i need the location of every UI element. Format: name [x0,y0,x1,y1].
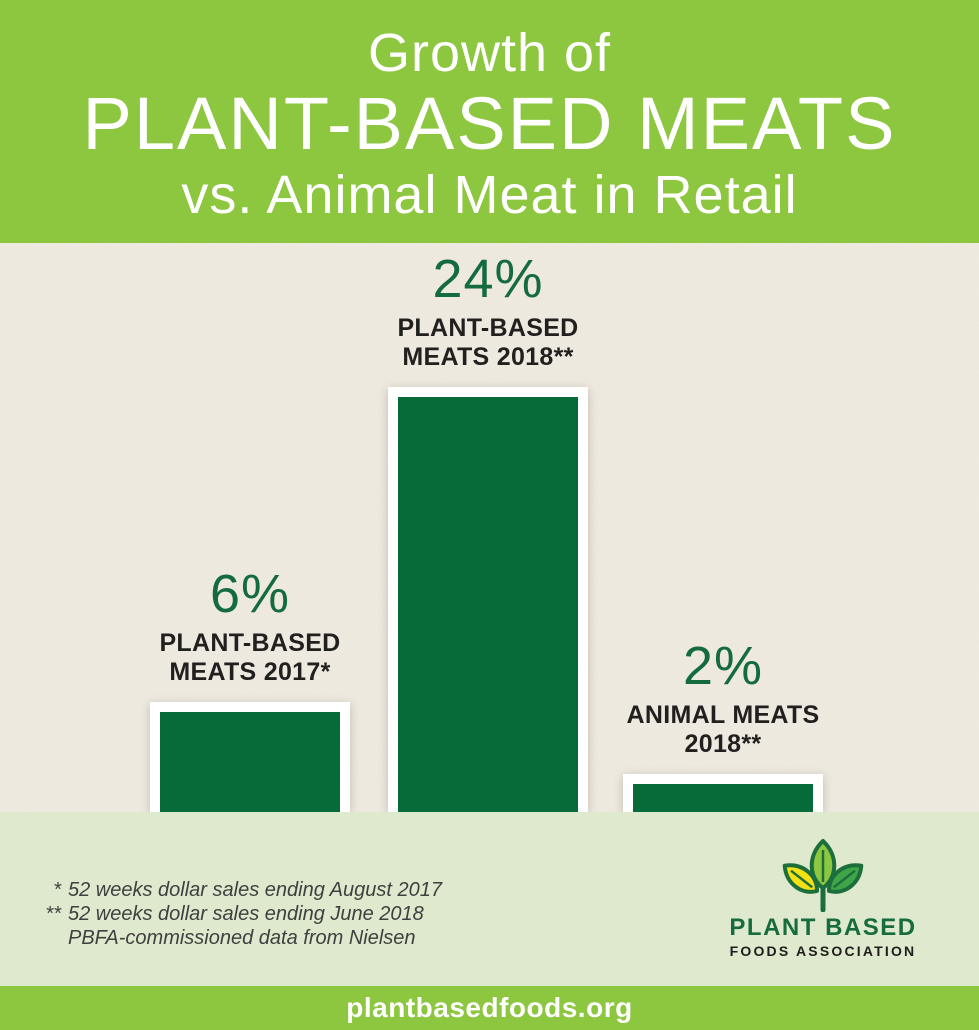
bar [150,702,350,812]
percent-label: 6% [209,564,291,624]
percent-label: 24% [432,249,544,309]
footer-bar: plantbasedfoods.org [0,986,979,1030]
bar-fill [160,712,340,812]
leaves-icon [782,839,864,912]
bar-group-plant-based-2018: 24% PLANT-BASED MEATS 2018** [388,252,588,812]
bar-category-label: ANIMAL MEATS 2018** [626,701,820,758]
bar-category-label: PLANT-BASED MEATS 2018** [397,314,579,371]
bar-group-animal-meats-2018: 2% ANIMAL MEATS 2018** [623,639,823,812]
footnote-line: PBFA-commissioned data from Nielsen [68,927,416,949]
percent-label: 2% [682,636,764,696]
footnote-line: ** 52 weeks dollar sales ending June 201… [45,903,424,925]
logo-name: PLANT BASED [729,914,917,941]
title-line-3: vs. Animal Meat in Retail [181,164,798,225]
bar-fill [633,784,813,812]
title-line-1: Growth of [367,22,612,83]
pbfa-logo: PLANT BASED FOODS ASSOCIATION [703,838,943,960]
bar-category-label: PLANT-BASED MEATS 2017* [159,629,341,686]
bar [623,774,823,812]
website-url: plantbasedfoods.org [346,992,633,1023]
footer-band: * 52 weeks dollar sales ending August 20… [0,812,979,986]
title-line-2: PLANT-BASED MEATS [82,81,897,165]
bar-chart: 6% PLANT-BASED MEATS 2017* 24% PLANT-BAS… [0,243,979,812]
footnotes: * 52 weeks dollar sales ending August 20… [38,878,442,950]
header-banner: Growth of PLANT-BASED MEATS vs. Animal M… [0,0,979,243]
bar-fill [398,397,578,812]
logo-subtitle: FOODS ASSOCIATION [729,943,917,960]
bar-group-plant-based-2017: 6% PLANT-BASED MEATS 2017* [150,567,350,812]
footnote-line: * 52 weeks dollar sales ending August 20… [53,879,442,901]
bar [388,387,588,812]
